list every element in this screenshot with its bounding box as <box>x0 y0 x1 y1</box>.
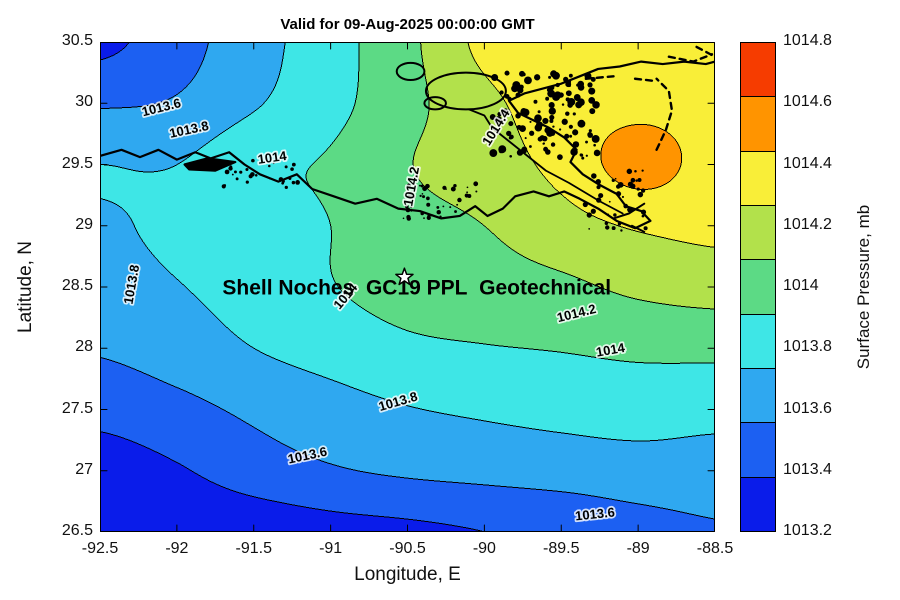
colorbar-band <box>741 150 775 205</box>
x-tick-label: -91.5 <box>235 540 272 557</box>
x-tick-label: -89 <box>626 540 650 557</box>
colorbar-tick-label: 1014.6 <box>783 93 832 111</box>
x-tick-label: -89.5 <box>543 540 580 557</box>
colorbar-band <box>741 96 775 151</box>
y-tick-label: 30 <box>75 93 93 111</box>
colorbar-band <box>741 422 775 477</box>
colorbar-tick-label: 1014.4 <box>783 154 832 172</box>
colorbar-band <box>741 367 775 423</box>
colorbar-tick-label: 1013.6 <box>783 399 832 417</box>
colorbar-tick-label: 1013.2 <box>783 522 832 539</box>
y-tick-label: 28.5 <box>61 277 93 294</box>
colorbar-band <box>741 43 775 97</box>
colorbar <box>740 42 776 532</box>
y-tick-label: 29.5 <box>61 154 93 172</box>
colorbar-tick-label: 1014.2 <box>783 215 832 233</box>
colorbar-label: Surface Pressure, mb <box>854 204 873 370</box>
colorbar-tick-label: 1014.8 <box>783 32 832 49</box>
colorbar-band <box>741 204 775 260</box>
y-tick-label: 27 <box>75 460 93 478</box>
colorbar-band <box>741 313 775 368</box>
contour-plot-canvas <box>100 42 715 532</box>
y-tick-label: 28 <box>75 338 93 356</box>
x-tick-label: -91 <box>319 540 343 557</box>
x-tick-label: -90.5 <box>389 540 426 557</box>
colorbar-tick-label: 1013.4 <box>783 460 832 478</box>
y-tick-label: 27.5 <box>61 399 93 417</box>
y-tick-label: 26.5 <box>61 522 93 539</box>
colorbar-band <box>741 259 775 314</box>
x-tick-label: -90 <box>472 540 496 557</box>
colorbar-band <box>741 476 775 531</box>
y-tick-label: 30.5 <box>61 32 93 49</box>
x-axis-label: Longitude, E <box>354 564 461 585</box>
x-tick-label: -92.5 <box>81 540 119 557</box>
colorbar-tick-label: 1013.8 <box>783 338 832 356</box>
colorbar-tick-label: 1014 <box>783 277 819 294</box>
plot-title: Valid for 09-Aug-2025 00:00:00 GMT <box>280 16 535 33</box>
y-tick-label: 29 <box>75 215 93 233</box>
x-tick-label: -88.5 <box>696 540 734 557</box>
x-tick-label: -92 <box>165 540 189 557</box>
